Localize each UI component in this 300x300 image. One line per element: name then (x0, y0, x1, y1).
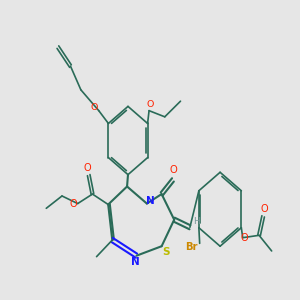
Text: H: H (193, 217, 200, 226)
Text: O: O (169, 165, 177, 176)
Text: O: O (240, 233, 248, 243)
Text: O: O (91, 103, 98, 112)
Text: O: O (147, 100, 154, 109)
Text: O: O (70, 199, 77, 208)
Text: Br: Br (185, 242, 197, 252)
Text: S: S (162, 247, 169, 257)
Text: N: N (130, 257, 139, 267)
Text: N: N (146, 196, 154, 206)
Text: O: O (261, 204, 268, 214)
Text: O: O (83, 163, 91, 172)
